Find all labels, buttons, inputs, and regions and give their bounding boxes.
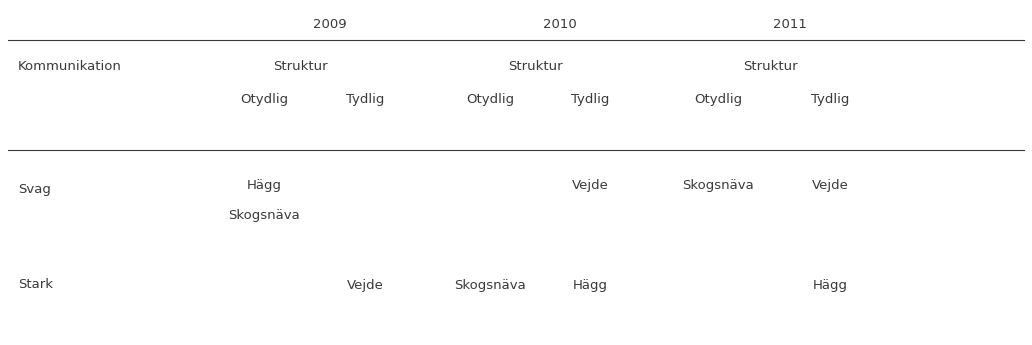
Text: Tydlig: Tydlig xyxy=(571,93,609,107)
Text: Tydlig: Tydlig xyxy=(811,93,849,107)
Text: Vejde: Vejde xyxy=(572,178,609,191)
Text: Struktur: Struktur xyxy=(743,60,798,73)
Text: 2011: 2011 xyxy=(773,19,807,31)
Text: Hägg: Hägg xyxy=(812,278,847,292)
Text: Otydlig: Otydlig xyxy=(239,93,288,107)
Text: Stark: Stark xyxy=(18,278,53,292)
Text: Skogsnäva: Skogsnäva xyxy=(454,278,526,292)
Text: Vejde: Vejde xyxy=(347,278,384,292)
Text: Skogsnäva: Skogsnäva xyxy=(682,178,753,191)
Text: 2009: 2009 xyxy=(313,19,347,31)
Text: Struktur: Struktur xyxy=(272,60,327,73)
Text: 2010: 2010 xyxy=(543,19,577,31)
Text: Otydlig: Otydlig xyxy=(465,93,514,107)
Text: Otydlig: Otydlig xyxy=(694,93,742,107)
Text: Svag: Svag xyxy=(18,184,51,197)
Text: Struktur: Struktur xyxy=(508,60,562,73)
Text: Skogsnäva: Skogsnäva xyxy=(228,208,300,221)
Text: Tydlig: Tydlig xyxy=(346,93,384,107)
Text: Hägg: Hägg xyxy=(247,178,282,191)
Text: Hägg: Hägg xyxy=(573,278,608,292)
Text: Vejde: Vejde xyxy=(811,178,848,191)
Text: Kommunikation: Kommunikation xyxy=(18,60,122,73)
